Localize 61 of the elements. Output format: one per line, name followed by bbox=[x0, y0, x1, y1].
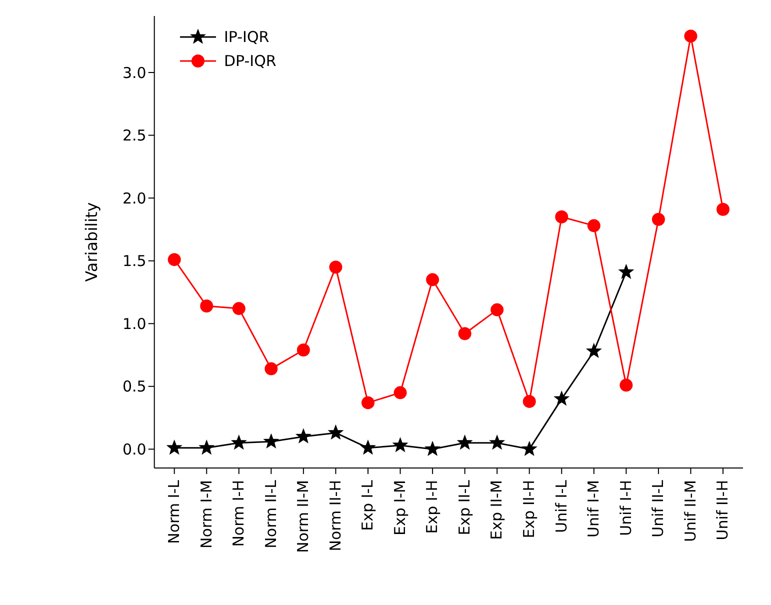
x-tick-label: Unif I-M bbox=[584, 480, 603, 538]
point bbox=[522, 442, 537, 456]
point bbox=[167, 440, 182, 454]
point bbox=[458, 327, 472, 340]
point bbox=[232, 435, 246, 450]
x-tick-label: Unif I-H bbox=[616, 480, 635, 536]
y-tick-label: 3.0 bbox=[122, 64, 146, 82]
point bbox=[394, 386, 407, 400]
point bbox=[296, 343, 310, 356]
point bbox=[586, 344, 602, 358]
point bbox=[168, 253, 181, 266]
point bbox=[264, 434, 278, 448]
legend-label: DP-IQR bbox=[224, 52, 276, 70]
x-tick-label: Unif II-H bbox=[714, 480, 732, 540]
point bbox=[652, 212, 665, 226]
x-tick-label: Exp I-L bbox=[358, 479, 377, 531]
x-tick-label: Exp II-M bbox=[488, 480, 506, 540]
x-tick-label: Norm I-H bbox=[230, 480, 248, 547]
point bbox=[522, 394, 536, 408]
y-tick-label: 1.0 bbox=[122, 314, 146, 333]
x-tick-label: Unif II-M bbox=[681, 480, 700, 542]
point bbox=[554, 391, 569, 406]
point bbox=[555, 210, 568, 224]
x-tick-label: Exp I-M bbox=[390, 480, 409, 536]
point bbox=[425, 442, 440, 456]
point bbox=[199, 440, 214, 454]
y-tick-label: 2.0 bbox=[122, 189, 146, 208]
x-tick-label: Unif II-L bbox=[649, 479, 668, 538]
point bbox=[329, 260, 342, 274]
point bbox=[393, 438, 408, 452]
point bbox=[232, 302, 246, 316]
point bbox=[587, 219, 600, 232]
point bbox=[620, 378, 633, 392]
x-tick-label: Norm II-L bbox=[262, 479, 280, 548]
x-tick-label: Norm II-H bbox=[326, 480, 344, 552]
y-tick-label: 1.5 bbox=[122, 252, 146, 270]
x-tick-label: Unif I-L bbox=[552, 479, 570, 533]
point bbox=[490, 435, 504, 450]
point bbox=[458, 435, 472, 450]
point bbox=[684, 30, 698, 43]
legend-label: IP-IQR bbox=[224, 28, 270, 46]
x-tick-label: Exp II-L bbox=[455, 479, 474, 536]
x-tick-label: Norm I-M bbox=[197, 480, 216, 548]
point bbox=[426, 273, 440, 286]
y-axis-title: Variability bbox=[82, 202, 102, 282]
point bbox=[200, 300, 214, 313]
x-tick-label: Norm II-M bbox=[294, 480, 312, 553]
x-tick-label: Exp II-H bbox=[520, 480, 538, 538]
y-tick-label: 0.0 bbox=[122, 440, 146, 458]
x-tick-label: Norm I-L bbox=[164, 479, 183, 544]
point bbox=[264, 362, 278, 376]
point bbox=[716, 202, 730, 216]
point bbox=[361, 396, 374, 410]
point bbox=[360, 440, 376, 454]
x-tick-label: Exp I-H bbox=[423, 480, 442, 534]
point bbox=[328, 425, 343, 440]
y-tick-label: 2.5 bbox=[122, 126, 146, 145]
point bbox=[490, 303, 504, 316]
point bbox=[296, 429, 311, 443]
point bbox=[619, 264, 634, 278]
y-tick-label: 0.5 bbox=[122, 378, 146, 396]
